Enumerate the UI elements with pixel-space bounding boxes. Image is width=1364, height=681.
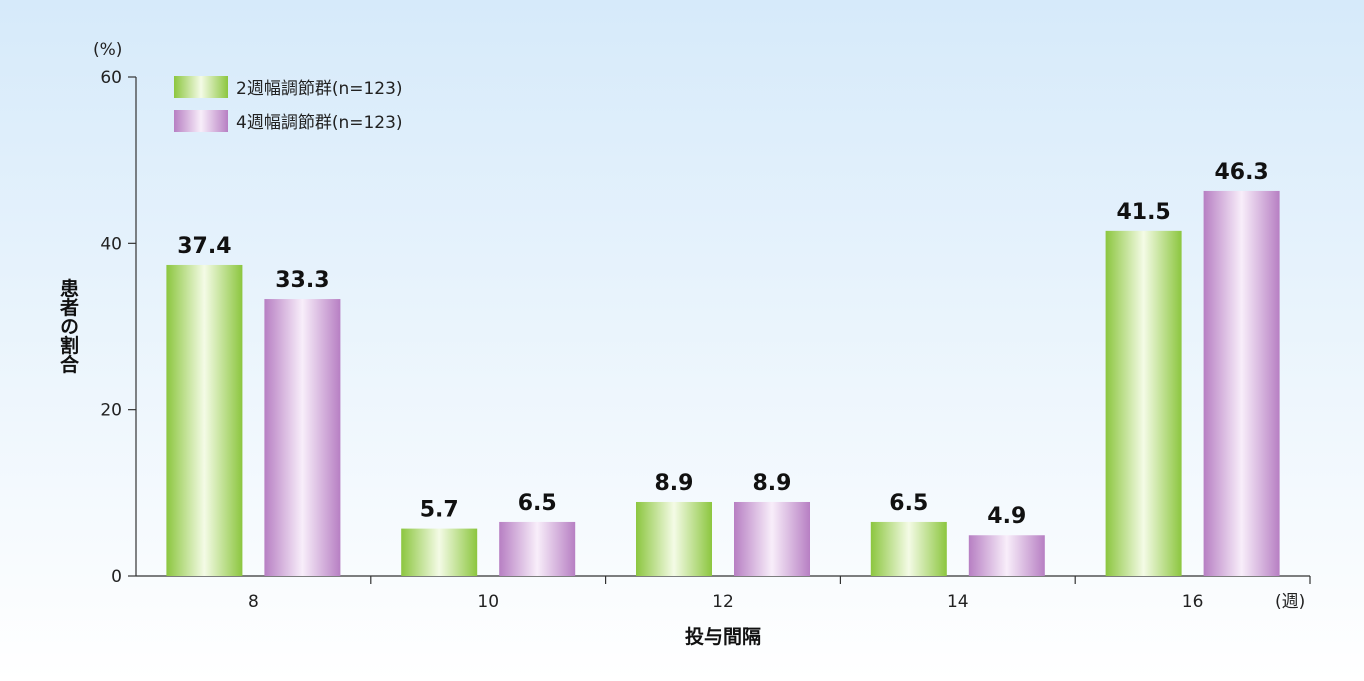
y-tick-label: 0 xyxy=(111,567,122,587)
legend-swatch-series-1 xyxy=(174,76,228,98)
bar-series-2 xyxy=(499,521,576,576)
bars xyxy=(166,190,1280,576)
data-label-series-2: 46.3 xyxy=(1214,160,1268,185)
data-label-series-2: 8.9 xyxy=(753,471,792,496)
y-unit-label: (%) xyxy=(93,40,122,60)
data-label-series-2: 6.5 xyxy=(518,491,557,516)
bar-series-2 xyxy=(264,299,341,576)
data-label-series-1: 6.5 xyxy=(889,491,928,516)
bar-series-2 xyxy=(734,501,810,576)
y-tick-label: 40 xyxy=(100,234,122,254)
data-label-series-2: 33.3 xyxy=(275,268,329,293)
legend: 2週幅調節群(n=123) 4週幅調節群(n=123) xyxy=(174,76,403,133)
x-unit-label: (週) xyxy=(1275,592,1305,612)
x-tick-label: 10 xyxy=(477,592,499,612)
x-ticks: 8 10 12 14 16 xyxy=(248,576,1311,612)
data-label-series-1: 37.4 xyxy=(177,234,231,259)
bar-series-1 xyxy=(870,521,947,576)
data-label-series-1: 8.9 xyxy=(655,471,694,496)
legend-label-series-2: 4週幅調節群(n=123) xyxy=(236,113,403,133)
data-label-series-1: 41.5 xyxy=(1116,200,1170,225)
bar-series-1 xyxy=(401,528,478,576)
x-tick-label: 16 xyxy=(1182,592,1204,612)
x-tick-label: 14 xyxy=(947,592,969,612)
bar-series-1 xyxy=(166,264,243,576)
y-tick-label: 60 xyxy=(100,68,122,88)
bar-series-1 xyxy=(636,501,712,576)
y-axis-title: 患者の割合 xyxy=(57,277,79,373)
bar-series-2 xyxy=(968,535,1045,576)
y-ticks: 0 20 40 60 xyxy=(100,68,136,587)
x-axis-title: 投与間隔 xyxy=(685,625,761,648)
data-label-series-1: 5.7 xyxy=(420,498,459,523)
legend-label-series-1: 2週幅調節群(n=123) xyxy=(236,79,403,99)
y-tick-label: 20 xyxy=(100,401,122,421)
legend-swatch-series-2 xyxy=(174,110,228,132)
x-tick-label: 8 xyxy=(248,592,259,612)
bar-series-1 xyxy=(1105,230,1182,576)
x-tick-label: 12 xyxy=(712,592,734,612)
data-label-series-2: 4.9 xyxy=(987,504,1026,529)
bar-series-2 xyxy=(1203,190,1280,576)
value-labels: 37.4 33.3 5.7 6.5 8.9 8.9 6.5 4.9 41.5 46.3 xyxy=(177,160,1268,529)
